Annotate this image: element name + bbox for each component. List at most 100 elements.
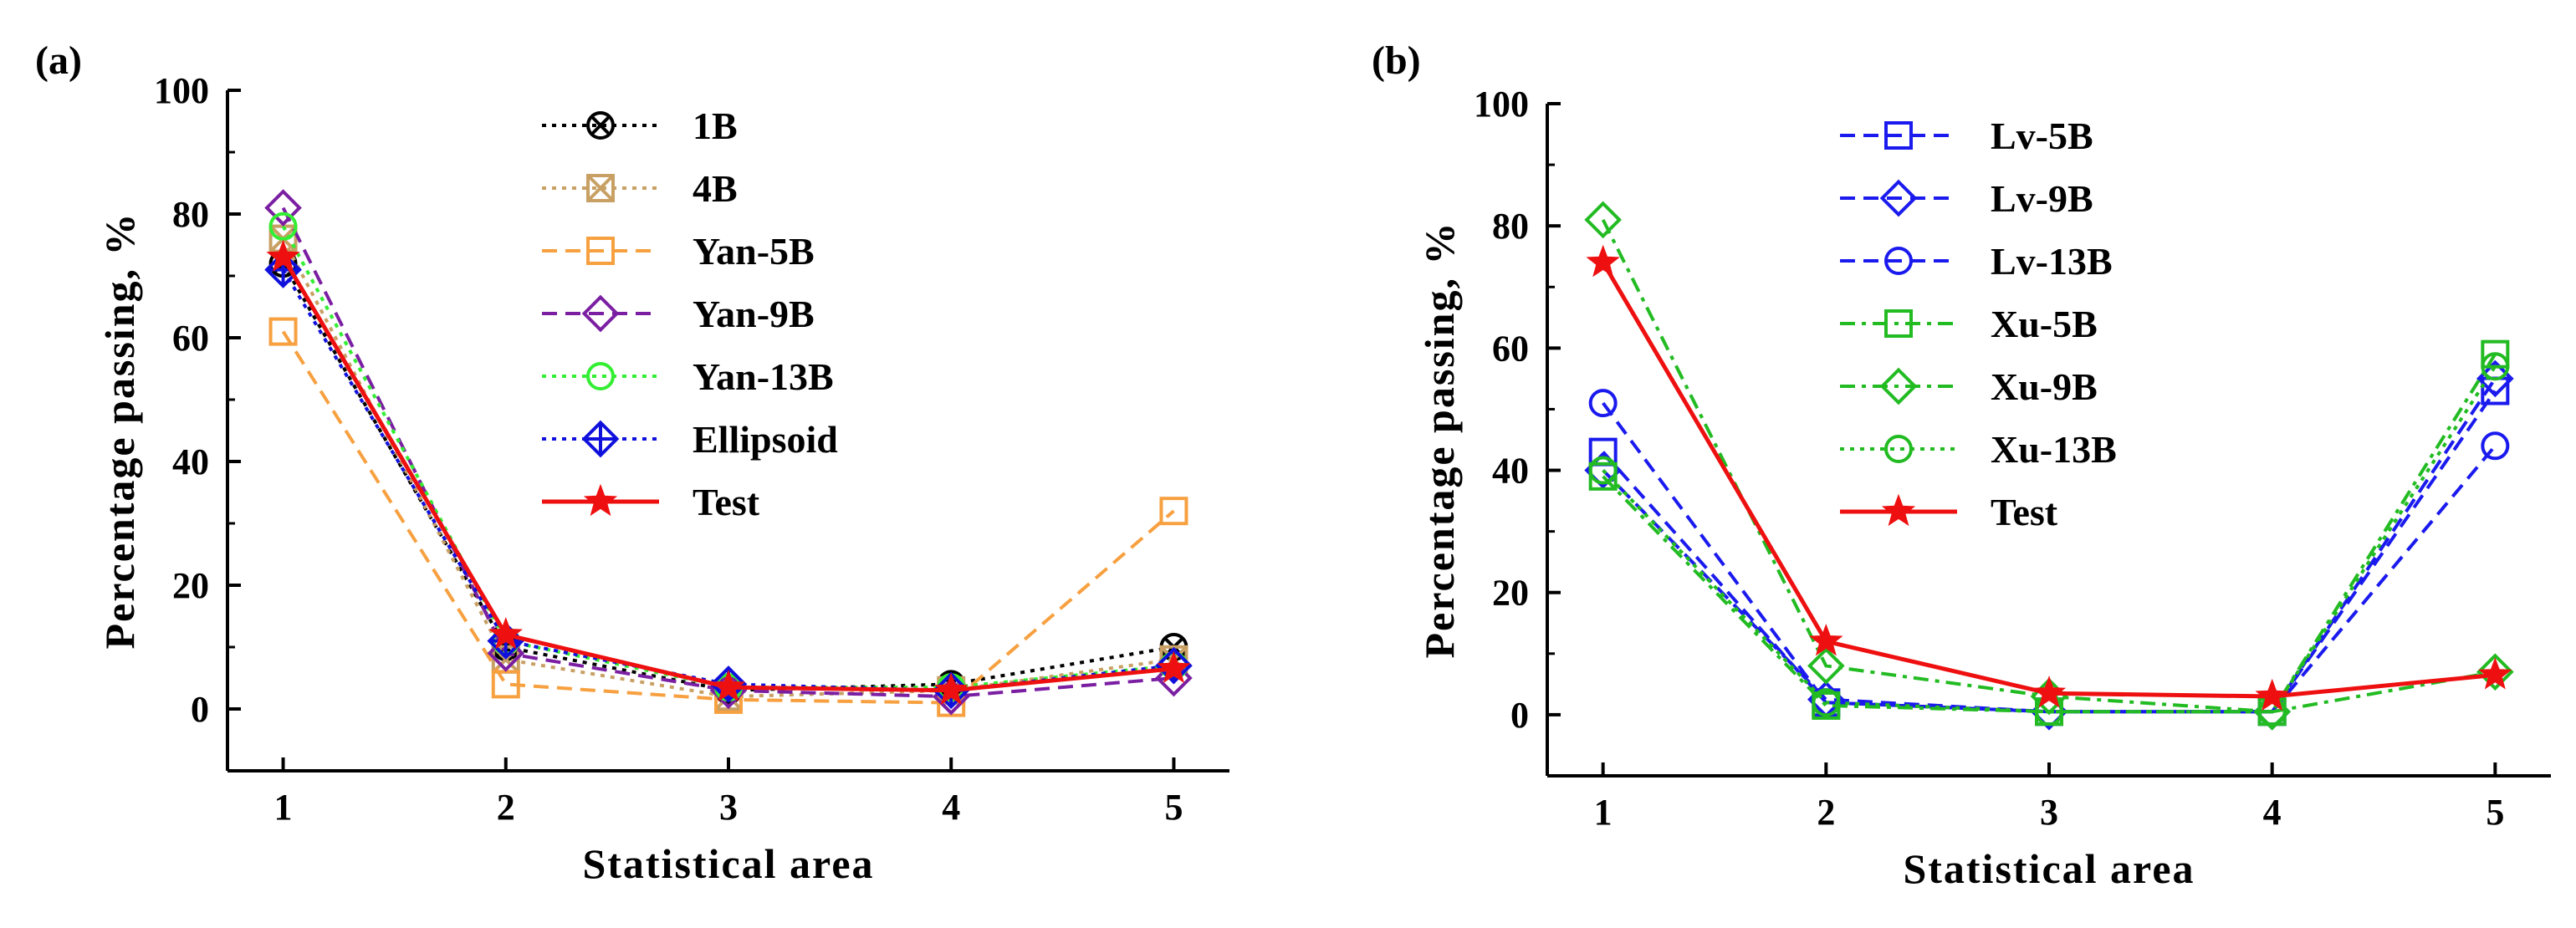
y-axis-label: Percentage passing, % [1416, 222, 1463, 659]
x-tick-label: 1 [1594, 792, 1613, 833]
chart-panel-b: (b) 0 20 40 60 80 100 1 2 3 4 5 Statistical area Perc… [1372, 38, 2551, 892]
legend-entry: Xu-13B [1840, 428, 2117, 471]
x-tick-label: 3 [2040, 792, 2058, 833]
legend-label: Lv-13B [1991, 240, 2113, 283]
series-xu-13b [1588, 352, 2510, 727]
y-tick-label: 0 [191, 689, 209, 730]
legend-entry: Lv-9B [1840, 177, 2093, 220]
data-point [1812, 688, 1841, 717]
y-tick-label: 60 [1492, 328, 1529, 369]
legend-label: 4B [693, 167, 738, 210]
x-tick-label: 2 [1817, 792, 1835, 833]
series-test [266, 239, 1191, 705]
data-point [2481, 339, 2510, 369]
x-tick-label: 2 [497, 787, 515, 828]
legend-marker [1884, 247, 1913, 275]
y-tick-label: 40 [1492, 451, 1529, 492]
data-point [1157, 650, 1191, 684]
legend-marker [1884, 309, 1913, 338]
data-point [488, 616, 523, 650]
legend-marker [581, 420, 620, 458]
y-tick-label: 20 [1492, 573, 1529, 614]
data-point [268, 212, 298, 241]
data-point [2255, 678, 2289, 711]
chart-panel-a: (a) 0 20 40 60 80 100 1 2 3 4 5 Statistical area Perc… [35, 38, 1229, 887]
y-tick-label: 20 [172, 565, 209, 606]
y-tick-label: 100 [154, 70, 209, 111]
legend-entry: 4B [542, 167, 738, 210]
legend-marker [1884, 121, 1913, 150]
y-tick-label: 80 [1492, 206, 1529, 247]
data-point [1584, 201, 1622, 239]
x-tick-label: 1 [274, 787, 293, 828]
data-point [2476, 653, 2514, 691]
data-point [1588, 389, 1618, 418]
legend-label: Yan-13B [693, 355, 834, 398]
y-tick-label: 60 [172, 318, 209, 359]
series-test [1586, 244, 2512, 711]
data-point [264, 189, 302, 227]
y-tick-label: 100 [1474, 84, 1529, 125]
data-point [1159, 497, 1188, 526]
y-tick-label: 0 [1510, 695, 1529, 736]
legend-label: Xu-13B [1991, 428, 2117, 471]
legend-marker [586, 237, 615, 265]
legend-marker [581, 294, 620, 333]
legend-label: Xu-9B [1991, 365, 2098, 408]
legend-entry: 1B [542, 105, 738, 147]
series-line [281, 207, 1174, 699]
data-point [1588, 456, 1618, 485]
data-point [2478, 657, 2512, 690]
x-tick-label: 5 [2486, 792, 2504, 833]
legend-entry: Xu-9B [1840, 365, 2098, 408]
legend-label: 1B [693, 105, 738, 147]
legend-label: Lv-5B [1991, 115, 2093, 157]
data-point [1586, 244, 1620, 278]
y-tick-label: 80 [172, 194, 209, 235]
series-line [1602, 390, 2497, 714]
series-line [1602, 365, 2497, 714]
x-axis-label: Statistical area [1903, 845, 2195, 892]
legend-entry: Lv-5B [1840, 115, 2093, 157]
data-point [2481, 352, 2510, 381]
panel-label: (a) [35, 38, 82, 83]
legend-label: Xu-5B [1991, 303, 2098, 345]
legend-label: Ellipsoid [693, 418, 838, 461]
series-line [1602, 353, 2497, 714]
legend-marker [1879, 367, 1918, 405]
x-tick-label: 4 [2263, 792, 2282, 833]
data-point [1809, 623, 1843, 656]
data-point [1807, 647, 1845, 685]
x-tick-label: 5 [1164, 787, 1183, 828]
x-axis-label: Statistical area [582, 840, 874, 887]
legend-label: Test [693, 481, 760, 523]
series-line [281, 225, 1174, 690]
legend-label: Yan-9B [693, 293, 815, 335]
y-axis-label: Percentage passing, % [96, 212, 143, 650]
legend-marker [1879, 179, 1918, 217]
legend-entry: Yan-13B [542, 355, 834, 398]
x-tick-label: 4 [942, 787, 960, 828]
legend-marker [1881, 493, 1916, 527]
data-point [711, 669, 746, 702]
legend-entry: Test [542, 481, 760, 523]
series-lv-9b [1584, 359, 2514, 731]
legend-entry: Lv-13B [1840, 240, 2113, 283]
y-tick-label: 40 [172, 441, 209, 482]
legend-marker [586, 111, 615, 140]
data-point [2481, 431, 2510, 461]
data-point [268, 317, 298, 346]
legend-label: Test [1991, 491, 2058, 533]
legend-entry: Yan-9B [542, 293, 815, 335]
legend-label: Lv-9B [1991, 177, 2093, 220]
legend-entry: Ellipsoid [542, 418, 838, 461]
legend-entry: Test [1840, 491, 2058, 533]
legend-entry: Xu-5B [1840, 303, 2098, 345]
data-point [934, 672, 969, 705]
legend-marker [583, 483, 618, 517]
legend-marker [586, 362, 615, 390]
legend-marker [1884, 435, 1913, 463]
data-point [266, 239, 300, 272]
x-tick-label: 3 [719, 787, 738, 828]
